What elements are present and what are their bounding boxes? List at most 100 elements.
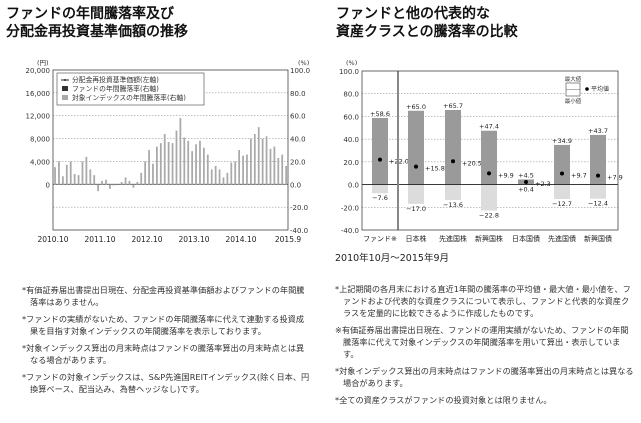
index-bar — [281, 154, 284, 185]
index-bar — [124, 177, 127, 185]
index-bar — [175, 130, 178, 185]
average-marker — [414, 164, 418, 169]
legend-label: 分配金再投資基準価額(左軸) — [72, 75, 159, 84]
index-bar — [203, 147, 205, 185]
max-bar — [445, 109, 461, 185]
index-bar — [250, 138, 252, 185]
index-bar — [65, 164, 68, 185]
category-label: 先進国債 — [548, 234, 576, 243]
min-label: −13.6 — [443, 201, 463, 209]
max-label: +4.5 — [518, 171, 534, 179]
max-label: +65.7 — [443, 102, 463, 110]
note: *上記期間の各月末における直近1年間の騰落率の平均値・最大値・最小値を、ファンド… — [335, 284, 631, 318]
left-tick-label: 20,000 — [26, 67, 51, 75]
category-label: 新興国株 — [475, 234, 503, 243]
right-tick-label: -20.0 — [290, 204, 308, 212]
min-label: −12.4 — [588, 200, 608, 208]
right-tick-label: 100.0 — [290, 67, 310, 75]
category-label: 日本株 — [406, 234, 427, 243]
index-bar — [261, 138, 264, 185]
x-tick-label: 2013.10 — [178, 235, 209, 244]
right-notes: *上記期間の各月末における直近1年間の騰落率の平均値・最大値・最小値を、ファンド… — [335, 283, 635, 411]
average-label: +15.8 — [425, 165, 445, 173]
index-bar — [257, 127, 260, 185]
average-marker — [560, 171, 564, 176]
right-title: ファンドと他の代表的な 資産クラスとの騰落率の比較 — [336, 5, 518, 41]
category-label: 新興国債 — [584, 234, 612, 243]
index-bar — [120, 182, 123, 185]
x-tick-label: 2012.10 — [131, 235, 162, 244]
index-bar — [58, 161, 60, 185]
left-tick-label: 12,000 — [26, 113, 51, 121]
index-bar — [234, 161, 237, 185]
max-bar — [590, 134, 606, 185]
index-bar — [199, 140, 201, 185]
y-tick-label: -20.0 — [341, 204, 359, 212]
x-tick-label: 2011.10 — [84, 235, 115, 244]
right-tick-label: 60.0 — [290, 113, 306, 121]
legend-box — [56, 72, 205, 106]
y-tick-label: 100.0 — [339, 68, 359, 76]
y-tick-label: 0.0 — [348, 182, 359, 190]
min-bar — [408, 184, 424, 204]
index-bar — [171, 143, 174, 185]
x-tick-label: 2010.10 — [37, 235, 68, 244]
index-bar — [253, 134, 256, 185]
index-bar — [136, 182, 139, 185]
legend-max-label: 最大値 — [565, 75, 582, 83]
min-bar — [481, 184, 497, 211]
min-label: −12.7 — [552, 200, 572, 208]
right-axis-unit: (%) — [298, 59, 309, 67]
legend-min-label: 最小値 — [565, 97, 582, 105]
index-bar — [54, 167, 56, 185]
index-bar — [242, 155, 244, 185]
left-axis-unit: (円) — [37, 59, 49, 67]
max-label: +34.9 — [552, 137, 572, 145]
note: *ファンドの対象インデックスは、S&P先進国REITインデックス(除く日本、円換… — [22, 372, 310, 394]
index-bar — [230, 162, 233, 185]
index-bar — [109, 184, 111, 189]
index-bar — [89, 169, 92, 185]
index-bar — [105, 179, 107, 185]
left-tick-label: 8,000 — [30, 136, 50, 144]
y-tick-label: 80.0 — [343, 91, 359, 99]
index-bar — [77, 175, 80, 185]
index-bar — [128, 180, 131, 185]
index-bar — [183, 137, 186, 185]
index-bar — [62, 176, 64, 185]
index-bar — [163, 134, 166, 185]
index-bar — [277, 158, 280, 185]
min-bar — [590, 184, 606, 199]
left-title-line: ファンドの年間騰落率及び — [6, 6, 174, 22]
min-bar — [445, 184, 461, 201]
average-label: +9.9 — [498, 171, 514, 179]
left-tick-label: 16,000 — [26, 90, 51, 98]
index-bar — [195, 144, 197, 185]
y-tick-label: -40.0 — [341, 227, 359, 235]
min-label: −22.8 — [479, 211, 499, 219]
note: *全ての資産クラスがファンドの投資対象とは限りません。 — [335, 395, 552, 405]
min-bar — [372, 184, 388, 194]
index-bar — [132, 184, 135, 188]
right-tick-label: 0.0 — [290, 181, 301, 189]
index-bar — [81, 161, 84, 185]
index-bar — [226, 172, 229, 185]
index-bar — [269, 148, 272, 185]
index-bar — [218, 169, 221, 185]
plot-frame — [52, 69, 289, 231]
index-bar — [144, 161, 147, 185]
max-label: +43.7 — [588, 127, 608, 135]
legend-label: 対象インデックスの年間騰落率(右軸) — [72, 93, 186, 102]
y-tick-label: 40.0 — [343, 136, 359, 144]
average-marker — [378, 157, 382, 162]
index-bar — [285, 166, 288, 185]
max-bar — [408, 110, 424, 185]
right-tick-label: 80.0 — [290, 90, 306, 98]
index-bar — [112, 184, 115, 186]
x-tick-label: 2015.9 — [275, 235, 301, 244]
max-label: +65.0 — [406, 103, 426, 111]
index-bar — [73, 174, 76, 185]
index-bar — [187, 140, 190, 185]
average-marker — [487, 171, 491, 176]
